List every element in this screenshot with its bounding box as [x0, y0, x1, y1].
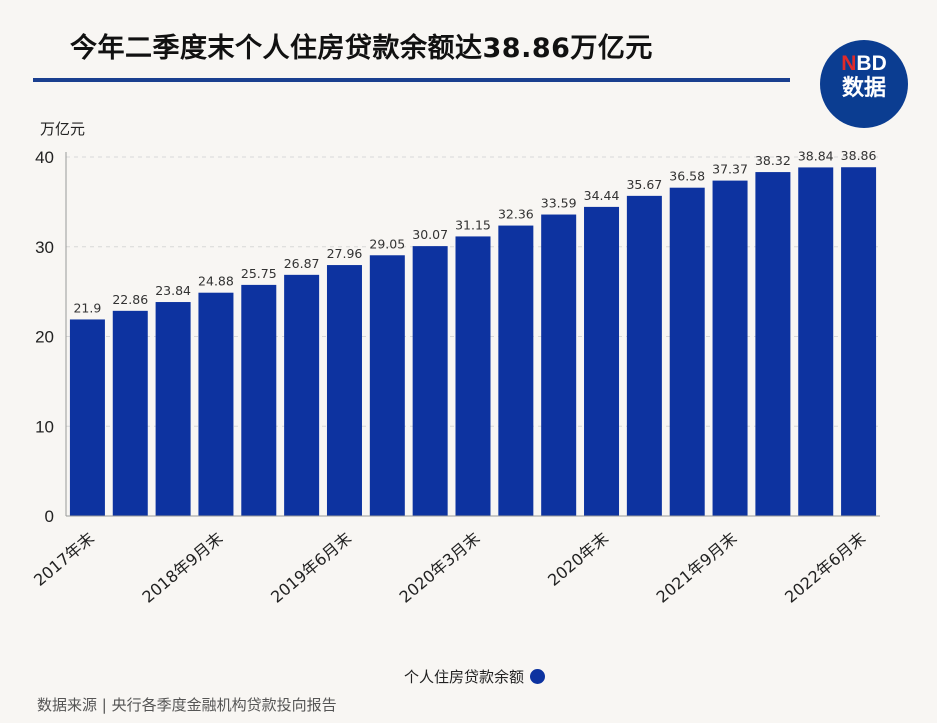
bar [669, 187, 705, 516]
data-label: 23.84 [155, 283, 191, 298]
y-tick-label: 20 [35, 328, 54, 347]
bar [69, 319, 105, 516]
bar [369, 255, 405, 516]
data-label: 33.59 [541, 196, 577, 211]
data-label: 21.9 [73, 300, 101, 315]
bar [541, 214, 577, 516]
bar [498, 225, 534, 516]
data-label: 35.67 [626, 177, 662, 192]
legend-label: 个人住房贷款余额 [404, 668, 525, 686]
bar [198, 292, 234, 516]
bar [455, 236, 491, 516]
bar [155, 302, 191, 516]
x-tick-label: 2020年3月末 [396, 529, 484, 607]
data-label: 38.84 [798, 148, 834, 163]
data-source: 数据来源 | 央行各季度金融机构贷款投向报告 [37, 696, 337, 714]
data-label: 26.87 [284, 256, 320, 271]
bar [626, 195, 662, 516]
x-tick-label: 2019年6月末 [267, 529, 355, 607]
data-label: 38.32 [755, 153, 791, 168]
data-label: 27.96 [327, 246, 363, 261]
chart-title: 今年二季度末个人住房贷款余额达38.86万亿元 [70, 33, 653, 64]
x-tick-label: 2018年9月末 [139, 529, 227, 607]
bar [412, 246, 448, 516]
y-tick-label: 10 [35, 417, 54, 436]
data-label: 25.75 [241, 266, 277, 281]
data-label: 30.07 [412, 227, 448, 242]
bar [112, 310, 148, 516]
nbd-logo: NBD 数据 [820, 40, 908, 128]
bar [241, 284, 277, 516]
data-label: 22.86 [112, 292, 148, 307]
title-underline [33, 78, 790, 82]
y-axis-label: 万亿元 [40, 120, 86, 138]
x-tick-label: 2021年9月末 [653, 529, 741, 607]
bar [798, 167, 834, 516]
data-label: 37.37 [712, 162, 748, 177]
data-label: 38.86 [841, 148, 877, 163]
data-label: 24.88 [198, 274, 234, 289]
y-tick-label: 30 [35, 238, 54, 257]
y-tick-label: 40 [35, 148, 54, 167]
data-label: 34.44 [584, 188, 620, 203]
data-label: 36.58 [669, 169, 705, 184]
bar [712, 180, 748, 516]
data-label: 29.05 [369, 236, 405, 251]
bar [284, 274, 320, 516]
legend[interactable]: 个人住房贷款余额 [404, 666, 546, 687]
bar [755, 172, 791, 516]
y-tick-label: 0 [45, 507, 54, 526]
bar [841, 167, 877, 516]
x-tick-label: 2022年6月末 [781, 529, 869, 607]
data-label: 31.15 [455, 217, 491, 232]
x-tick-label: 2017年末 [30, 529, 98, 590]
data-label: 32.36 [498, 207, 534, 222]
bar [584, 206, 620, 516]
legend-marker [530, 669, 546, 684]
bar [326, 265, 362, 516]
x-tick-label: 2020年末 [544, 529, 612, 590]
